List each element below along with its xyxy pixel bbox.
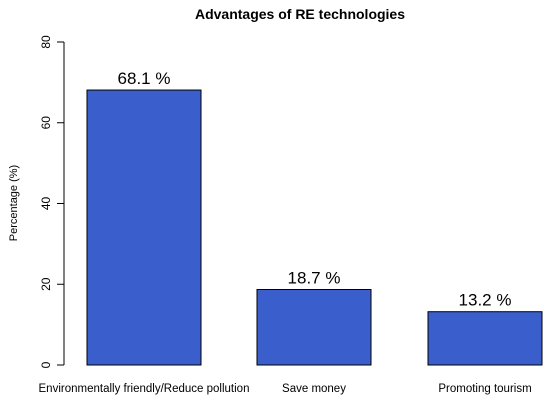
category-label: Environmentally friendly/Reduce pollutio… bbox=[39, 383, 250, 395]
data-label: 18.7 % bbox=[288, 268, 341, 287]
y-tick-label: 60 bbox=[39, 116, 53, 130]
data-label: 68.1 % bbox=[118, 69, 171, 88]
y-axis-ticks: 0 20 40 60 80 bbox=[39, 35, 64, 368]
chart-title: Advantages of RE technologies bbox=[195, 6, 405, 22]
category-label: Save money bbox=[282, 383, 346, 395]
data-labels: 68.1 % 18.7 % 13.2 % bbox=[118, 69, 512, 310]
bar bbox=[256, 288, 372, 366]
bar bbox=[86, 89, 202, 366]
y-tick-label: 40 bbox=[39, 197, 53, 211]
y-axis-label: Percentage (%) bbox=[8, 165, 20, 241]
y-tick-label: 20 bbox=[39, 277, 53, 291]
category-labels: Environmentally friendly/Reduce pollutio… bbox=[39, 383, 532, 395]
bar bbox=[427, 311, 543, 366]
y-tick-label: 0 bbox=[39, 361, 53, 368]
y-tick-label: 80 bbox=[39, 35, 53, 49]
category-label: Promoting tourism bbox=[438, 383, 531, 395]
bars bbox=[86, 89, 543, 366]
data-label: 13.2 % bbox=[459, 291, 512, 310]
